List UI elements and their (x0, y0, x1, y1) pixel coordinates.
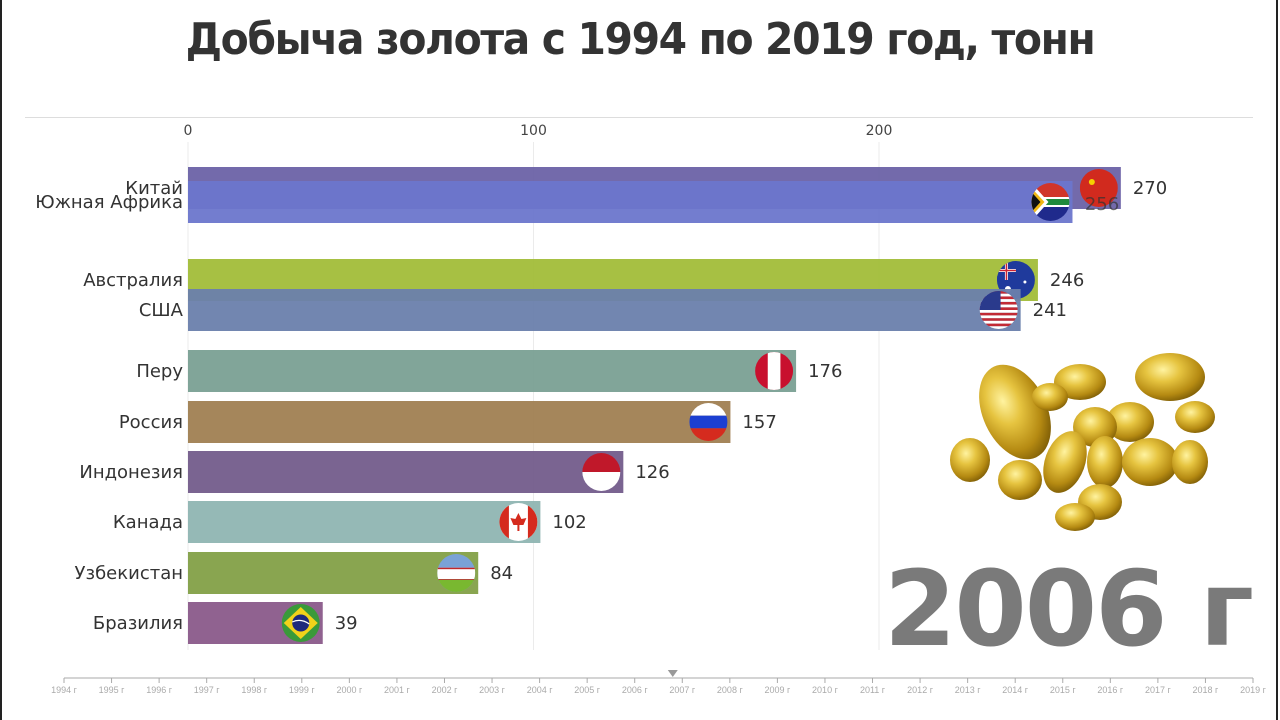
category-label: Перу (136, 361, 183, 382)
value-label: 246 (1050, 270, 1084, 291)
timeline-year-label: 2005 г (574, 685, 601, 695)
timeline-year-label: 2006 г (622, 685, 649, 695)
x-tick-label: 0 (184, 123, 193, 139)
value-label: 176 (808, 361, 842, 382)
bar-row: Перу 176 (136, 350, 842, 392)
timeline-year-label: 2013 г (955, 685, 982, 695)
bar-row: Россия 157 (119, 401, 777, 443)
indonesia-flag-icon (582, 453, 621, 491)
timeline-year-label: 1998 г (241, 685, 268, 695)
category-label: США (139, 300, 184, 321)
peru-flag-icon (755, 352, 794, 390)
bar-row: Южная Африка 256 (35, 181, 1119, 223)
bar (188, 451, 624, 493)
chart-title: Добыча золота с 1994 по 2019 год, тонн (185, 14, 1096, 65)
timeline-year-label: 2016 г (1097, 685, 1124, 695)
bar (188, 181, 1073, 223)
timeline-year-label: 2004 г (527, 685, 554, 695)
timeline-slider: 1994 г 1995 г 1996 г 1997 г 1998 г 1999 г 2000… (51, 670, 1267, 695)
timeline-year-label: 2009 г (764, 685, 791, 695)
gold-nuggets-image (950, 353, 1215, 531)
timeline-year-label: 2000 г (336, 685, 363, 695)
timeline-year-label: 2008 г (717, 685, 744, 695)
bar-row: Индонезия 126 (79, 451, 670, 493)
value-label: 270 (1133, 178, 1167, 199)
south-africa-flag-icon (1031, 183, 1070, 221)
title-divider (25, 117, 1253, 118)
timeline-year-label: 2015 г (1050, 685, 1077, 695)
timeline-year-label: 2001 г (384, 685, 411, 695)
bars: Китай 270 Южная Африка 256 Австралия 246 США 24… (35, 167, 1167, 644)
category-label: Южная Африка (35, 192, 183, 213)
category-label: Бразилия (93, 613, 183, 634)
x-axis-ticks: 0 100 200 (184, 123, 893, 139)
value-label: 157 (742, 412, 776, 433)
timeline-year-label: 2011 г (860, 685, 886, 695)
timeline-year-label: 2014 г (1002, 685, 1029, 695)
current-year-label: 2006 г (884, 548, 1254, 670)
timeline-year-label: 1996 г (146, 685, 173, 695)
category-label: Китай (125, 178, 183, 199)
category-label: Австралия (83, 270, 183, 291)
frame-left-border (0, 0, 2, 720)
category-label: Россия (119, 412, 183, 433)
timeline-year-label: 1994 г (51, 685, 78, 695)
russia-flag-icon (689, 403, 728, 441)
bar-row: Канада 102 (113, 501, 587, 543)
x-tick-label: 200 (866, 123, 893, 139)
timeline-year-label: 2019 г (1240, 685, 1267, 695)
x-tick-label: 100 (520, 123, 547, 139)
timeline-position-marker[interactable] (667, 670, 678, 677)
timeline-year-label: 2003 г (479, 685, 506, 695)
timeline-year-label: 1999 г (289, 685, 316, 695)
timeline-year-label: 2007 г (669, 685, 696, 695)
canada-flag-icon (499, 503, 538, 541)
value-label: 102 (552, 512, 586, 533)
uzbekistan-flag-icon (437, 554, 476, 592)
china-flag-icon (1079, 169, 1118, 207)
brazil-flag-icon (281, 604, 320, 642)
value-label: 241 (1033, 300, 1067, 321)
bar (188, 350, 797, 392)
bar-row: США 241 (139, 289, 1067, 331)
frame-right-border (1276, 0, 1278, 720)
value-label: 39 (335, 613, 358, 634)
value-label: 256 (1085, 194, 1119, 215)
bar (188, 289, 1021, 331)
bar (188, 401, 731, 443)
category-label: Узбекистан (75, 563, 183, 584)
bar-row: Бразилия 39 (93, 602, 358, 644)
timeline-year-label: 2017 г (1145, 685, 1172, 695)
bar (188, 552, 479, 594)
value-label: 84 (490, 563, 513, 584)
category-label: Канада (113, 512, 183, 533)
timeline-year-label: 2012 г (907, 685, 934, 695)
timeline-year-label: 1995 г (99, 685, 126, 695)
bar (188, 501, 541, 543)
bar-row: Узбекистан 84 (75, 552, 513, 594)
timeline-year-label: 2002 г (432, 685, 459, 695)
usa-flag-icon (979, 291, 1018, 329)
timeline-year-label: 2010 г (812, 685, 839, 695)
timeline-year-label: 2018 г (1193, 685, 1220, 695)
timeline-year-label: 1997 г (194, 685, 221, 695)
category-label: Индонезия (79, 462, 183, 483)
value-label: 126 (635, 462, 669, 483)
